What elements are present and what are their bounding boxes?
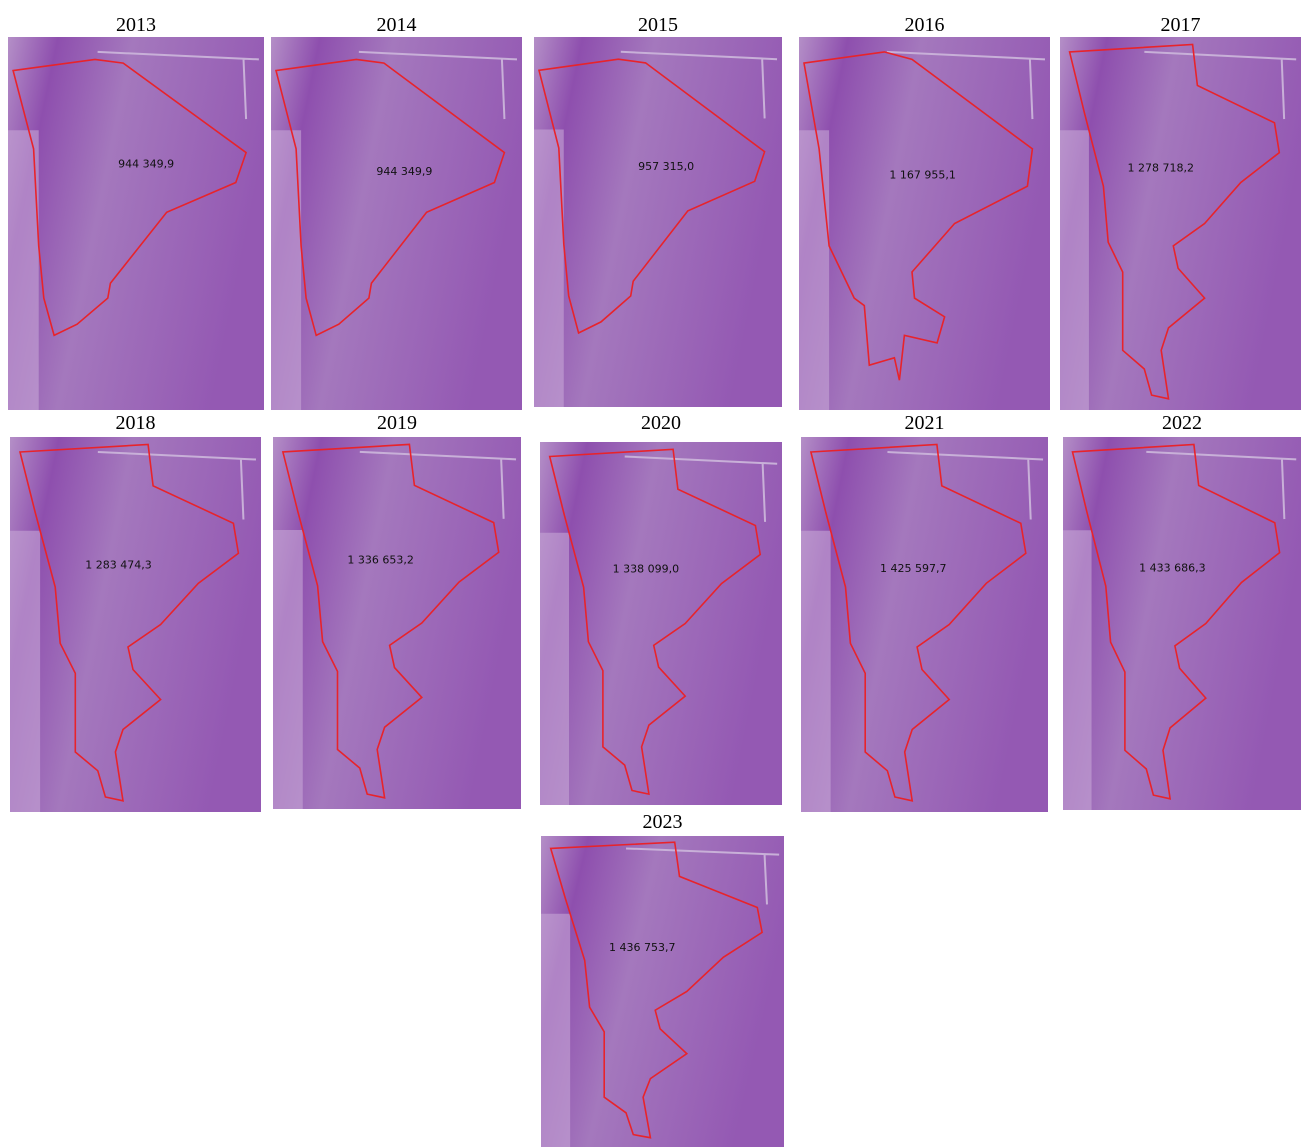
area-label: 1 278 718,2 [1127,161,1193,174]
satellite-image: 944 349,9 [8,37,264,410]
image-background [540,442,782,805]
panel-year: 2019 [297,412,497,434]
shore [273,530,303,809]
image-background [10,437,261,812]
panel-year: 2020 [561,412,761,434]
image-background [799,37,1050,410]
image-background [1060,37,1301,410]
panel-year: 2014 [297,14,497,36]
panel-year: 2023 [563,811,763,833]
satellite-image: 1 278 718,2 [1060,37,1301,410]
area-label: 1 283 474,3 [85,558,151,571]
shore [540,533,569,805]
satellite-image: 1 167 955,1 [799,37,1050,410]
satellite-image: 1 436 753,7 [541,836,784,1147]
image-background [534,37,782,407]
satellite-image: 957 315,0 [534,37,782,407]
image-background [541,836,784,1147]
image-background [273,437,521,809]
shore [1063,530,1092,810]
panel-year: 2022 [1082,412,1282,434]
satellite-image: 1 336 653,2 [273,437,521,809]
area-label: 944 349,9 [376,165,432,178]
shore [10,531,40,812]
figure: (() => { const data = JSON.parse(documen… [0,0,1301,1147]
area-label: 1 336 653,2 [347,553,413,566]
panel-year: 2018 [36,412,236,434]
satellite-image: 1 425 597,7 [801,437,1048,812]
area-label: 957 315,0 [638,160,694,173]
area-label: 1 167 955,1 [889,169,955,182]
area-label: 1 433 686,3 [1139,561,1205,574]
satellite-image: 944 349,9 [271,37,522,410]
image-background [801,437,1048,812]
satellite-image: 1 283 474,3 [10,437,261,812]
panel-year: 2017 [1081,14,1281,36]
image-background [8,37,264,410]
panel-year: 2021 [825,412,1025,434]
shore [801,531,831,812]
satellite-image: 1 433 686,3 [1063,437,1301,810]
shore [799,130,829,410]
shore [1060,130,1089,410]
panel-year: 2013 [36,14,236,36]
area-label: 1 338 099,0 [613,563,679,576]
area-label: 944 349,9 [118,158,174,171]
area-label: 1 436 753,7 [609,941,675,954]
panel-year: 2015 [558,14,758,36]
shore [541,914,570,1147]
area-label: 1 425 597,7 [880,562,946,575]
image-background [271,37,522,410]
satellite-image: 1 338 099,0 [540,442,782,805]
panel-year: 2016 [825,14,1025,36]
image-background [1063,437,1301,810]
